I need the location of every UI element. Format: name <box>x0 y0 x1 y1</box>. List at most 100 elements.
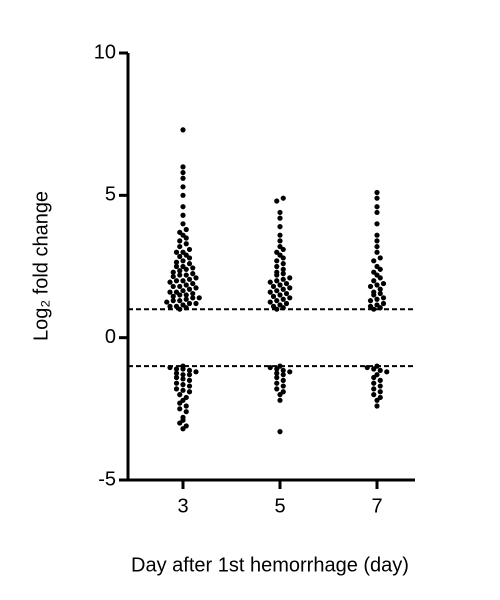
data-point <box>183 305 189 311</box>
data-point <box>267 289 273 295</box>
data-point <box>173 370 180 376</box>
data-point <box>186 261 193 267</box>
data-point <box>180 382 186 388</box>
data-point <box>180 175 186 181</box>
data-point <box>377 275 383 281</box>
data-point <box>274 198 280 204</box>
data-point <box>190 280 196 287</box>
data-point <box>177 268 183 274</box>
data-point <box>190 271 196 277</box>
x-tick-label: 3 <box>177 495 188 517</box>
data-point <box>287 295 293 301</box>
data-point <box>280 276 286 282</box>
data-point <box>371 306 377 312</box>
data-point <box>177 292 183 298</box>
data-point <box>186 377 193 383</box>
data-point <box>180 426 186 432</box>
data-point <box>274 288 280 294</box>
data-point <box>180 164 186 170</box>
data-point <box>280 266 286 272</box>
data-point <box>180 127 186 133</box>
data-point <box>377 266 383 272</box>
data-point <box>274 263 280 270</box>
data-point <box>384 369 390 375</box>
data-point <box>177 298 183 304</box>
data-point <box>193 285 199 291</box>
data-point <box>280 261 286 267</box>
data-point <box>193 300 199 307</box>
data-point <box>377 255 383 261</box>
data-point <box>377 377 383 383</box>
data-point <box>177 243 183 250</box>
data-point <box>180 376 186 382</box>
data-point <box>280 367 286 374</box>
data-point <box>364 364 370 371</box>
data-point <box>186 246 193 253</box>
data-point <box>374 238 380 244</box>
data-point <box>177 306 183 312</box>
data-point <box>374 243 380 250</box>
data-point <box>170 269 176 275</box>
data-point <box>287 369 293 375</box>
data-point <box>180 387 186 393</box>
data-point <box>186 300 193 307</box>
data-point <box>183 292 189 298</box>
data-point <box>190 265 196 271</box>
data-point <box>274 272 280 278</box>
data-point <box>180 288 186 294</box>
y-tick-label: -5 <box>98 468 116 490</box>
data-point <box>277 397 283 403</box>
data-point <box>190 295 196 301</box>
data-point <box>167 289 173 295</box>
data-point <box>280 372 286 378</box>
data-point <box>267 279 273 285</box>
data-point <box>371 258 377 264</box>
data-point <box>374 209 380 216</box>
data-point <box>280 286 286 292</box>
data-point <box>173 374 180 381</box>
data-point <box>183 266 189 272</box>
data-point <box>180 366 186 372</box>
data-point <box>170 283 176 290</box>
data-point <box>186 389 193 395</box>
data-point <box>270 283 277 290</box>
data-point <box>274 370 280 376</box>
data-point <box>167 303 173 309</box>
data-point <box>177 406 183 412</box>
data-point <box>377 389 383 395</box>
data-point <box>287 285 293 291</box>
data-point <box>277 392 283 398</box>
data-point <box>274 386 280 392</box>
data-point <box>186 367 193 374</box>
data-point <box>173 380 180 386</box>
data-point <box>280 305 286 311</box>
data-point <box>170 298 176 304</box>
data-point <box>367 283 374 290</box>
data-point <box>177 253 183 260</box>
data-point <box>183 235 189 241</box>
data-point <box>167 279 173 285</box>
y-axis-label: Log₂ fold change <box>30 191 52 341</box>
data-point <box>267 364 273 371</box>
data-point <box>287 275 293 281</box>
data-point <box>277 215 283 221</box>
data-point <box>374 232 380 238</box>
data-point <box>371 292 377 298</box>
data-point <box>173 366 180 372</box>
data-point <box>177 392 183 398</box>
data-point <box>277 282 283 288</box>
data-point <box>180 204 186 210</box>
data-point <box>374 221 380 227</box>
data-point <box>377 290 383 297</box>
data-point <box>177 400 183 406</box>
data-point <box>177 283 183 290</box>
data-point <box>371 386 377 392</box>
data-point <box>374 195 380 201</box>
data-point <box>274 374 280 381</box>
data-point <box>186 372 193 378</box>
data-point <box>374 249 380 255</box>
data-point <box>377 286 383 292</box>
data-point <box>380 295 387 301</box>
data-point <box>377 383 383 389</box>
